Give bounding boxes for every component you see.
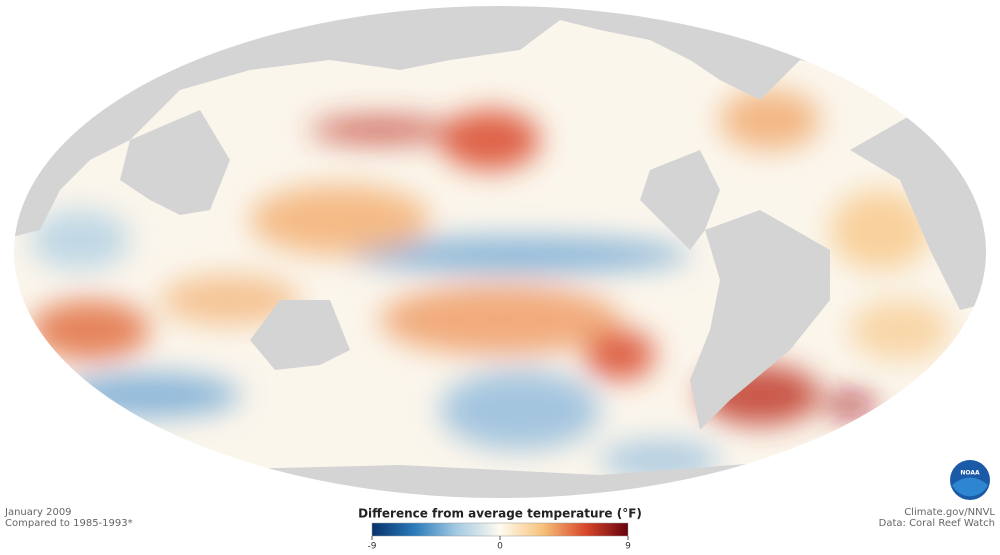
colorbar-title: Difference from average temperature (°F) — [358, 507, 642, 521]
noaa-logo: NOAA — [950, 460, 990, 500]
source-label: Data: Coral Reef Watch — [879, 518, 995, 529]
colorbar-tick-label: 0 — [497, 542, 503, 552]
logo-wave — [952, 477, 988, 497]
colorbar-tick-label: -9 — [368, 542, 377, 552]
colorbar-tick-label: 9 — [625, 542, 631, 552]
credit-label: Climate.gov/NNVL — [904, 507, 995, 518]
anomaly-field — [30, 90, 950, 480]
logo-text: NOAA — [960, 470, 980, 477]
colorbar — [371, 522, 629, 537]
date-label: January 2009 — [4, 507, 72, 518]
baseline-label: Compared to 1985-1993* — [5, 518, 133, 529]
